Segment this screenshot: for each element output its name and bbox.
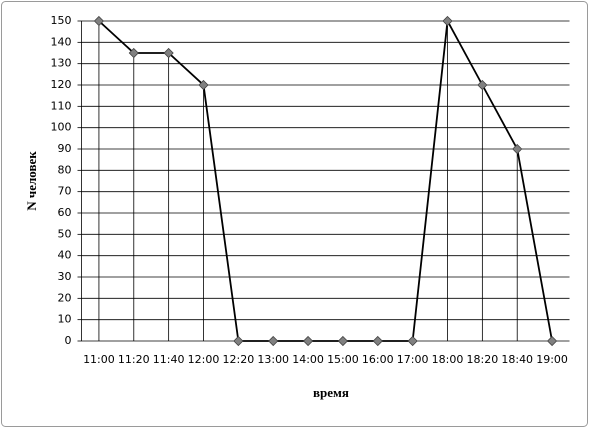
y-tick-label: 110 — [51, 99, 72, 112]
marker — [547, 335, 558, 347]
y-tick-label: 60 — [58, 206, 72, 219]
marker — [442, 15, 453, 27]
x-tick-label: 18:40 — [501, 353, 533, 366]
y-tick-label: 40 — [58, 249, 72, 262]
y-tick-label: 130 — [51, 57, 72, 70]
y-tick-label: 70 — [58, 185, 72, 198]
x-tick-label: 11:00 — [83, 353, 115, 366]
y-tick-label: 10 — [58, 313, 72, 326]
y-tick-label: 100 — [51, 121, 72, 134]
marker — [268, 335, 279, 347]
marker — [198, 79, 209, 91]
marker — [303, 335, 314, 347]
y-tick-label: 140 — [51, 35, 72, 48]
marker — [407, 335, 418, 347]
y-tick-label: 150 — [51, 14, 72, 27]
y-tick-label: 50 — [58, 227, 72, 240]
x-tick-label: 18:20 — [467, 353, 499, 366]
x-tick-label: 12:20 — [223, 353, 255, 366]
y-axis-title: N человек — [24, 151, 39, 211]
x-tick-label: 18:00 — [432, 353, 464, 366]
marker — [93, 15, 104, 27]
y-tick-label: 80 — [58, 163, 72, 176]
y-tick-label: 120 — [51, 78, 72, 91]
x-tick-label: 12:00 — [188, 353, 220, 366]
y-tick-label: 90 — [58, 142, 72, 155]
y-tick-label: 30 — [58, 270, 72, 283]
marker — [233, 335, 244, 347]
marker — [337, 335, 348, 347]
x-tick-label: 17:00 — [397, 353, 429, 366]
marker — [163, 47, 174, 59]
x-tick-label: 11:20 — [118, 353, 150, 366]
x-tick-label: 19:00 — [536, 353, 568, 366]
marker — [512, 143, 523, 155]
series-line — [98, 18, 553, 342]
y-tick-label: 20 — [58, 291, 72, 304]
marker — [372, 335, 383, 347]
x-tick-label: 16:00 — [362, 353, 394, 366]
y-tick-label: 0 — [65, 334, 72, 347]
marker — [128, 47, 139, 59]
x-tick-label: 14:00 — [292, 353, 324, 366]
x-tick-label: 11:40 — [153, 353, 185, 366]
x-tick-label: 15:00 — [327, 353, 359, 366]
x-tick-label: 13:00 — [257, 353, 289, 366]
marker — [477, 79, 488, 91]
x-axis-title: время — [313, 385, 349, 400]
